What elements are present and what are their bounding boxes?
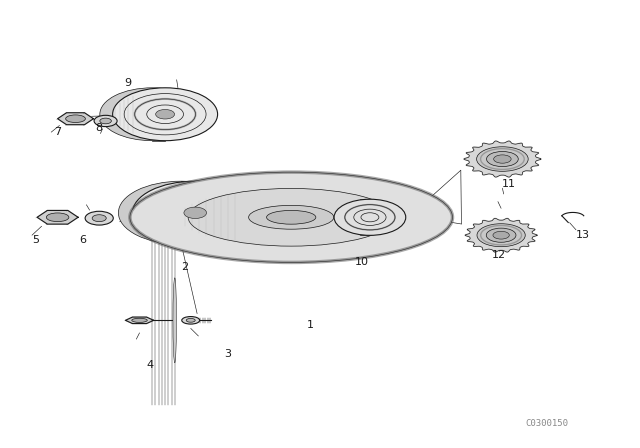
Ellipse shape xyxy=(493,231,509,239)
Ellipse shape xyxy=(161,186,385,249)
Ellipse shape xyxy=(132,181,258,245)
Polygon shape xyxy=(58,113,93,125)
Text: 6: 6 xyxy=(80,235,86,245)
Ellipse shape xyxy=(118,181,244,245)
Ellipse shape xyxy=(113,88,218,141)
Text: 2: 2 xyxy=(180,262,188,271)
Polygon shape xyxy=(464,141,541,177)
Text: 12: 12 xyxy=(492,250,506,260)
Ellipse shape xyxy=(188,189,394,246)
Text: 10: 10 xyxy=(355,257,369,267)
Ellipse shape xyxy=(94,115,117,127)
Text: 11: 11 xyxy=(502,179,516,189)
Ellipse shape xyxy=(156,109,175,119)
Polygon shape xyxy=(465,218,537,252)
Ellipse shape xyxy=(266,211,316,224)
Ellipse shape xyxy=(493,155,511,163)
Ellipse shape xyxy=(100,88,205,141)
Ellipse shape xyxy=(66,115,85,122)
Text: 7: 7 xyxy=(54,127,61,137)
Ellipse shape xyxy=(92,215,106,222)
Ellipse shape xyxy=(173,278,177,363)
Ellipse shape xyxy=(100,118,111,124)
Ellipse shape xyxy=(85,211,113,225)
Ellipse shape xyxy=(334,199,406,235)
Ellipse shape xyxy=(184,207,207,219)
Ellipse shape xyxy=(324,199,396,235)
Text: 9: 9 xyxy=(124,78,132,88)
Ellipse shape xyxy=(130,172,452,263)
Text: 3: 3 xyxy=(224,349,230,359)
Ellipse shape xyxy=(179,186,403,249)
Text: 1: 1 xyxy=(307,320,314,330)
Ellipse shape xyxy=(46,213,69,222)
Ellipse shape xyxy=(248,205,334,229)
Polygon shape xyxy=(37,211,78,224)
Ellipse shape xyxy=(132,318,147,323)
Ellipse shape xyxy=(182,317,200,324)
Ellipse shape xyxy=(477,224,525,247)
Ellipse shape xyxy=(477,147,528,171)
Text: 13: 13 xyxy=(575,230,589,240)
Ellipse shape xyxy=(486,151,518,167)
Ellipse shape xyxy=(186,319,195,322)
Polygon shape xyxy=(125,317,154,323)
Text: 8: 8 xyxy=(95,123,103,133)
Text: 5: 5 xyxy=(32,235,38,245)
Ellipse shape xyxy=(486,228,516,242)
Text: C0300150: C0300150 xyxy=(525,419,569,428)
Text: 4: 4 xyxy=(147,360,154,370)
